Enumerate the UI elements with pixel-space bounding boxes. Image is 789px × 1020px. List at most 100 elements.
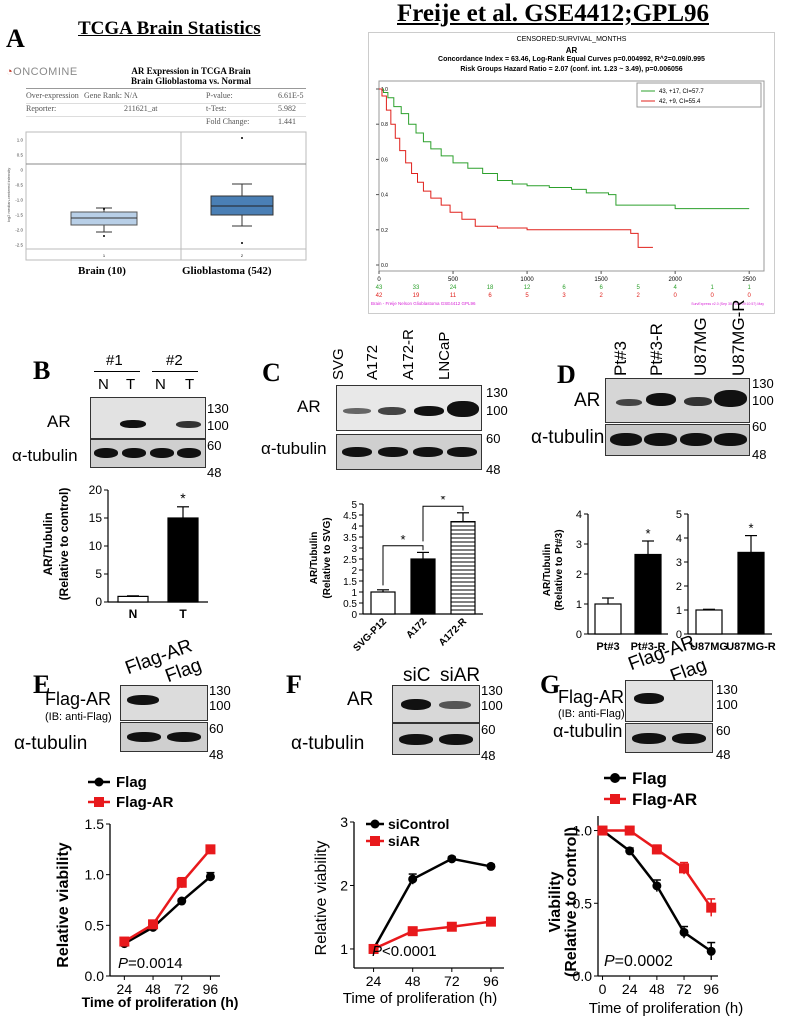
- y-axis-label-2: (Relative to control): [563, 827, 580, 977]
- x-tick-label: Pt#3: [596, 641, 619, 653]
- legend-label: Flag-AR: [632, 790, 697, 809]
- y-tick-label: 1.0: [17, 138, 24, 143]
- lane-label: siAR: [440, 665, 481, 686]
- band: [342, 447, 372, 457]
- blot-tubulin: [605, 424, 750, 456]
- y-axis-label: Relative viability: [55, 842, 72, 967]
- legend-label: siControl: [388, 816, 449, 832]
- y-tick-label: 0.4: [381, 193, 388, 199]
- blot-tubulin: [336, 434, 482, 470]
- series-line: [123, 848, 212, 943]
- y-tick-label: 0: [95, 595, 102, 609]
- y-tick-label: 0.0: [381, 263, 388, 269]
- y-tick-label: 5: [351, 500, 357, 511]
- band: [413, 447, 443, 457]
- oncomine-stats: Over-expression Gene Rank: N/A P-value: 6.61…: [26, 91, 306, 129]
- band: [378, 407, 406, 415]
- risk-count-green: 1: [711, 285, 715, 291]
- oncomine-yticks: 1.0 0.5 0 -0.5 -1.0 -1.5 -2.0 -2.5: [15, 138, 23, 248]
- data-point: [486, 861, 496, 871]
- risk-count-red: 0: [673, 293, 677, 299]
- mw-marker: 100: [209, 698, 231, 713]
- panel-a-label: A: [6, 24, 25, 53]
- divider: [26, 88, 306, 89]
- band: [632, 733, 666, 744]
- x-axis-label: Time of proliferation (h): [589, 1000, 744, 1017]
- x-tick-label: 500: [448, 277, 459, 283]
- x-tick-label: T: [179, 607, 187, 618]
- mw-marker: 48: [752, 447, 767, 462]
- lane-labels-d: Pt#3 Pt#3-R U87MG U87MG-R: [603, 272, 773, 376]
- band: [177, 448, 201, 458]
- lane-labels-g: Flag-AR Flag: [625, 626, 709, 687]
- km-curves: [379, 88, 750, 248]
- series-line: [123, 875, 212, 945]
- y-axis-label: AR/Tubulin: [41, 512, 55, 575]
- lane-labels-e: Flag-AR Flag: [118, 632, 204, 687]
- row-label-tubulin: α-tubulin: [291, 733, 365, 754]
- y-tick-label: -2.0: [15, 228, 23, 233]
- x-tick-label: SVG-P12: [351, 616, 389, 654]
- km-plot: 1.00.80.60.40.20.00 500 1000 1500 2000 2500 4…: [371, 80, 765, 306]
- mw-marker: 60: [481, 722, 496, 737]
- p-value: P=0.0014: [118, 955, 183, 972]
- x-tick-label: 24: [622, 981, 638, 997]
- group-bracket-2: [152, 371, 198, 372]
- bar: [117, 595, 149, 603]
- band: [127, 732, 161, 742]
- lane-label: A172-R: [400, 329, 417, 380]
- x-tick-label: N: [129, 607, 138, 618]
- band: [120, 420, 146, 428]
- legend-marker: [370, 819, 380, 829]
- oncomine-title-1: AR Expression in TCGA Brain: [131, 66, 251, 76]
- band: [714, 390, 747, 407]
- lane-label: Pt#3-R: [647, 323, 666, 376]
- y-tick-label: 2.5: [343, 555, 357, 566]
- legend-marker: [94, 777, 104, 787]
- risk-count-red: 0: [711, 293, 715, 299]
- x-tick-label: 48: [405, 973, 421, 989]
- risk-count-red: 42: [376, 293, 383, 299]
- y-tick-label: 0.8: [381, 122, 388, 128]
- y-axis-label: AR/Tubulin: [542, 544, 553, 597]
- y-tick-label: 15: [89, 511, 103, 525]
- group-bracket-1: [94, 371, 140, 372]
- panel-f-label: F: [286, 670, 302, 699]
- legend-label: Flag: [116, 774, 147, 791]
- y-tick-label: 1.0: [381, 87, 388, 93]
- data-point: [625, 846, 635, 856]
- blot-flag-ar: [120, 685, 208, 721]
- km-risk-table: 43 33 24 18 12 6 6 5 4 1 142 19 11 6 5 3 2 2 0 0 0: [376, 285, 752, 299]
- band: [378, 447, 408, 457]
- band: [714, 433, 747, 446]
- significance-bracket: [382, 545, 424, 586]
- band: [610, 433, 642, 446]
- bar: [167, 517, 199, 603]
- y-tick-label: 4: [576, 509, 582, 521]
- row-label-ar: AR: [574, 390, 601, 411]
- band: [616, 399, 642, 406]
- km-curve-high: [379, 88, 750, 210]
- group-glioblastoma: Glioblastoma (542): [182, 265, 272, 277]
- y-tick-label: 2: [676, 581, 682, 593]
- oncomine-ring-icon: ◔: [6, 66, 14, 78]
- bar: [594, 603, 622, 635]
- mw-marker: 60: [716, 723, 731, 738]
- y-tick-label: 3: [676, 557, 682, 569]
- band: [684, 397, 712, 406]
- y-tick-label: 3: [340, 814, 348, 830]
- mw-marker: 48: [207, 465, 222, 480]
- risk-count-red: 3: [562, 293, 566, 299]
- mw-marker: 60: [486, 431, 501, 446]
- y-tick-label: -0.5: [15, 183, 23, 188]
- y-tick-label: 3: [576, 539, 582, 551]
- oncomine-ylabel: log2 median-centered intensity: [6, 168, 11, 222]
- significance-star: *: [440, 496, 445, 507]
- significance-star: *: [645, 526, 650, 541]
- x-tick-label: 48: [649, 981, 665, 997]
- y-tick-label: 0.0: [85, 968, 105, 984]
- y-tick-label: 3: [351, 544, 357, 555]
- band: [343, 408, 371, 414]
- panel-g-label: G: [540, 670, 561, 699]
- data-point: [176, 877, 187, 888]
